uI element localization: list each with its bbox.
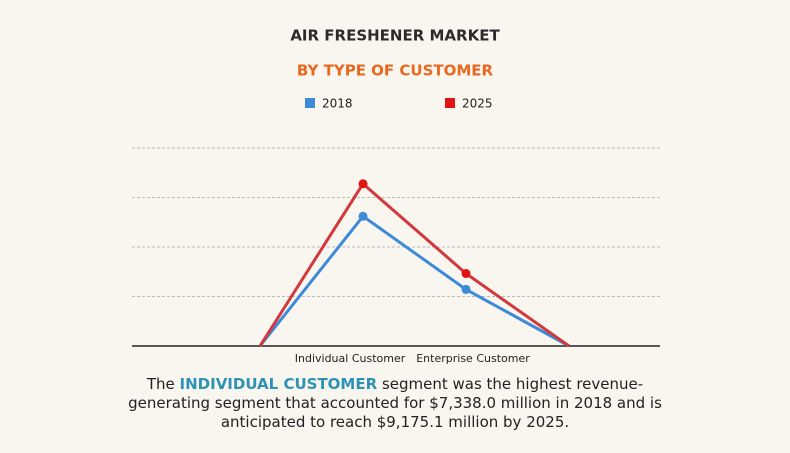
caption-highlight: INDIVIDUAL CUSTOMER <box>179 375 378 393</box>
caption-text: segment was the highest revenue-generati… <box>128 375 662 431</box>
chart-subtitle: BY TYPE OF CUSTOMER <box>297 62 494 80</box>
x-tick-label: Individual Customer <box>295 352 406 365</box>
legend-swatch <box>305 98 315 108</box>
chart: AIR FRESHENER MARKET BY TYPE OF CUSTOMER… <box>132 27 660 365</box>
chart-title: AIR FRESHENER MARKET <box>290 27 500 45</box>
point <box>461 269 471 279</box>
legend-label: 2018 <box>322 97 353 111</box>
x-tick-label: Enterprise Customer <box>416 352 530 365</box>
caption: The INDIVIDUAL CUSTOMER segment was the … <box>120 375 670 432</box>
series-line <box>258 181 570 348</box>
series-line <box>258 214 570 348</box>
caption-text: The <box>146 375 175 393</box>
legend-label: 2025 <box>462 97 493 111</box>
point <box>461 284 471 294</box>
point <box>358 211 368 221</box>
point <box>358 179 368 189</box>
legend-swatch <box>445 98 455 108</box>
